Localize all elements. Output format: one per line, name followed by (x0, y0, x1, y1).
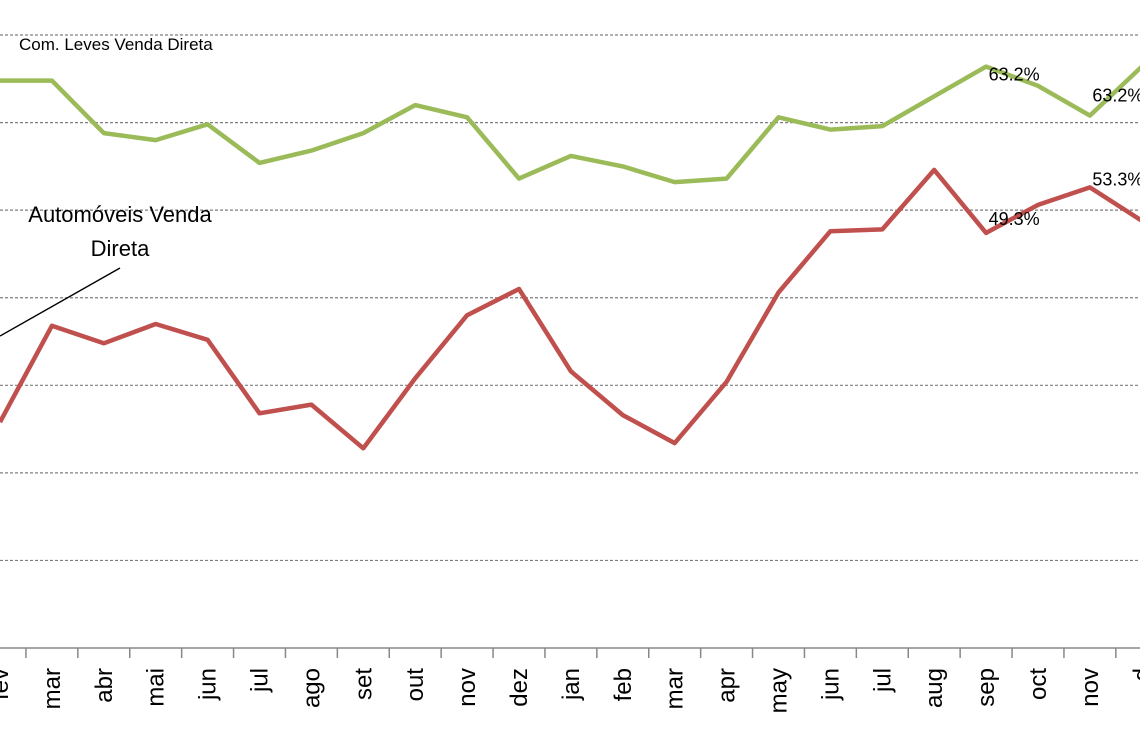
x-tick-label: mai (143, 668, 170, 707)
series-line-0 (0, 64, 1140, 185)
x-tick-label: oct (1025, 668, 1052, 700)
x-tick-label: mar (662, 668, 689, 709)
data-label: 53.3% (1092, 169, 1140, 189)
x-tick-label: nov (1077, 668, 1104, 707)
x-tick-label: out (402, 668, 429, 702)
x-tick-label: jul (869, 668, 896, 693)
data-label: 49.3% (989, 209, 1040, 229)
series-lines (0, 64, 1140, 451)
x-tick-label: fev (0, 668, 14, 700)
x-tick-label: may (766, 668, 793, 713)
x-tick-label: apr (714, 668, 741, 703)
x-axis (0, 647, 1140, 658)
x-tick-label: set (350, 668, 377, 700)
x-tick-label: ago (298, 668, 325, 708)
data-label: 63.2% (1092, 86, 1140, 106)
x-tick-label: jun (195, 668, 222, 701)
series-line-1 (0, 167, 1140, 451)
data-label: 63.2% (989, 65, 1040, 85)
x-tick-label: jan (558, 668, 585, 701)
automoveis-label-line2: Direta (90, 236, 150, 261)
x-tick-label: feb (610, 668, 637, 701)
x-tick-label: dez (506, 668, 533, 707)
automoveis-series-label: Automóveis Venda Direta (0, 198, 240, 266)
x-tick-label: mar (39, 668, 66, 709)
automoveis-label-line1: Automóveis Venda (28, 202, 212, 227)
x-tick-label: d (1129, 668, 1140, 681)
x-tick-label: jul (247, 668, 274, 693)
gridlines (0, 34, 1140, 562)
x-tick-label: sep (973, 668, 1000, 707)
automoveis-leader-line (0, 267, 121, 337)
x-tick-label: nov (454, 668, 481, 707)
x-tick-label: abr (91, 668, 118, 703)
data-labels: 63.2% 63.2% 49.3% 53.3% (989, 65, 1140, 229)
x-tick-labels: fev mar abr mai jun jul ago set out nov dez jan feb m… (0, 668, 1140, 714)
x-tick-label: aug (921, 668, 948, 708)
x-tick-label: jun (817, 668, 844, 701)
com-leves-series-label: Com. Leves Venda Direta (19, 35, 213, 54)
